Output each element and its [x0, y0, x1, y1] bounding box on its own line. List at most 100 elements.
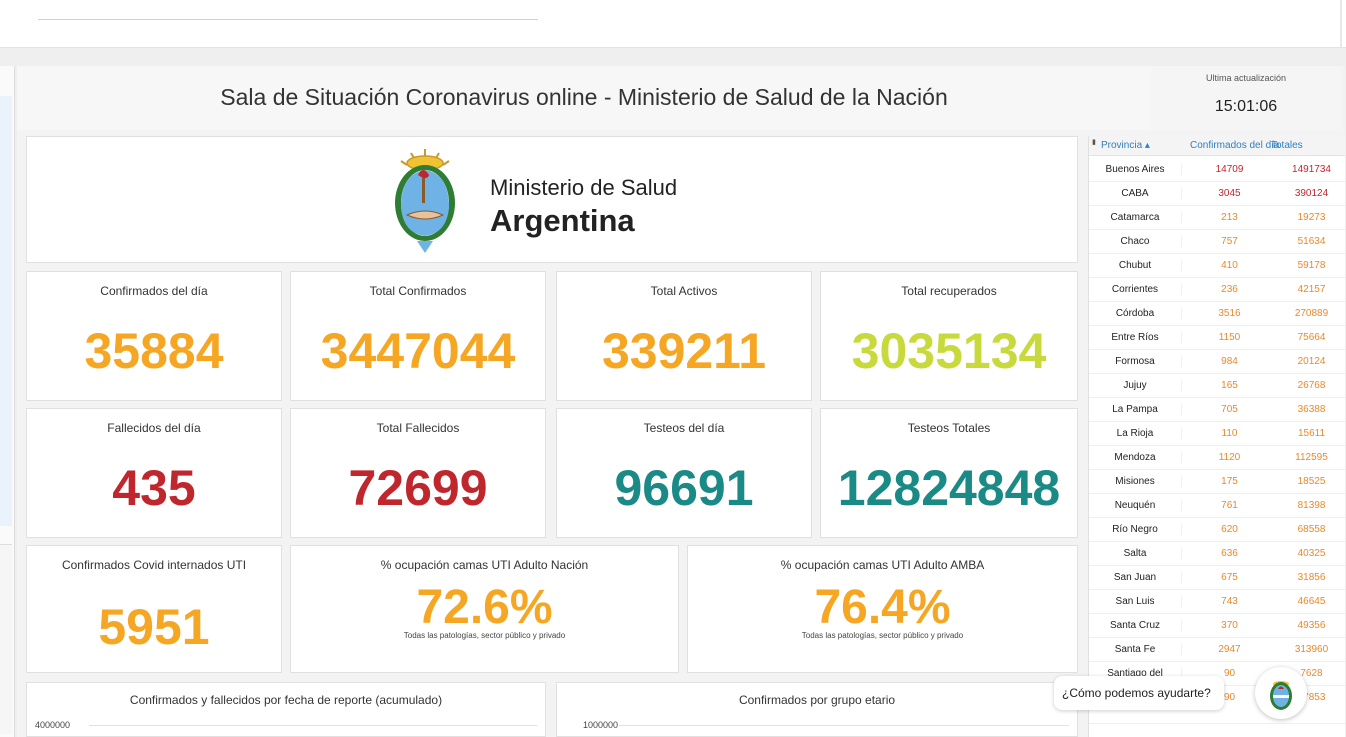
table-row[interactable]: Jujuy 165 26768 [1089, 374, 1345, 398]
cell-province: San Luis [1115, 596, 1155, 607]
top-right-edge [1340, 0, 1342, 48]
cell-total: 15611 [1297, 428, 1326, 439]
kpi-value: 35884 [84, 323, 224, 379]
kpi-icu-occupancy-amba: % ocupación camas UTI Adulto AMBA 76.4% … [687, 545, 1078, 673]
column-header-province[interactable]: Provincia ▴ [1101, 140, 1150, 151]
ministry-logo-card: Ministerio de Salud Argentina [26, 136, 1078, 263]
cell-confirmed-day: 636 [1181, 548, 1277, 559]
table-row[interactable]: Chubut 410 59178 [1089, 254, 1345, 278]
cell-confirmed-day: 14709 [1181, 164, 1277, 175]
table-row[interactable]: Chaco 757 51634 [1089, 230, 1345, 254]
logo-country-text: Argentina [490, 203, 635, 238]
kpi-value: 76.4% [814, 581, 951, 634]
cell-province: Misiones [1115, 476, 1155, 487]
chart-gridline [619, 725, 1069, 726]
cell-total: 49356 [1297, 620, 1326, 631]
table-row[interactable]: San Luis 743 46645 [1089, 590, 1345, 614]
cell-total: 42157 [1297, 284, 1326, 295]
cell-province: Chubut [1118, 260, 1152, 271]
drag-handle-icon[interactable]: ▮ [1092, 139, 1096, 146]
cell-total: 51634 [1297, 236, 1326, 247]
cell-province: CABA [1121, 188, 1149, 199]
cell-total: 112595 [1295, 452, 1328, 463]
cell-confirmed-day: 213 [1181, 212, 1277, 223]
kpi-icu-occupancy-nacion: % ocupación camas UTI Adulto Nación 72.6… [290, 545, 679, 673]
cell-total: 20124 [1297, 356, 1326, 367]
cell-total: 59178 [1297, 260, 1326, 271]
last-update-box: Ultima actualización 15:01:06 [1151, 66, 1341, 130]
cell-confirmed-day: 3045 [1181, 188, 1277, 199]
last-update-label: Ultima actualización [1205, 73, 1287, 83]
table-row[interactable]: Misiones 175 18525 [1089, 470, 1345, 494]
kpi-label: Total recuperados [901, 284, 997, 298]
cell-total: 31856 [1297, 572, 1326, 583]
column-header-totals[interactable]: Totales [1271, 140, 1303, 151]
cell-province: Neuquén [1114, 500, 1156, 511]
cell-confirmed-day: 90 [1181, 668, 1277, 679]
cell-total: 19273 [1297, 212, 1326, 223]
logo-ministry-text: Ministerio de Salud [490, 175, 678, 200]
cell-total: 27853 [1297, 692, 1326, 703]
table-row[interactable]: La Pampa 705 36388 [1089, 398, 1345, 422]
dashboard-header: Sala de Situación Coronavirus online - M… [17, 66, 1151, 130]
cell-confirmed-day: 761 [1181, 500, 1277, 511]
cell-total: 75664 [1297, 332, 1326, 343]
kpi-label: Fallecidos del día [107, 421, 201, 435]
table-row[interactable]: Formosa 984 20124 [1089, 350, 1345, 374]
table-row[interactable]: Corrientes 236 42157 [1089, 278, 1345, 302]
column-header-confirmed-day[interactable]: Confirmados del día [1190, 140, 1280, 151]
cell-total: 270889 [1294, 308, 1329, 319]
cell-total: 40325 [1297, 548, 1326, 559]
kpi-tests-today: Testeos del día 96691 [556, 408, 812, 538]
table-row[interactable]: Santa Cruz 370 49356 [1089, 614, 1345, 638]
cell-total: 313960 [1294, 644, 1329, 655]
cell-total: 390124 [1294, 188, 1329, 199]
national-coat-of-arms-icon [395, 149, 455, 253]
table-row[interactable]: Santa Fe 2947 313960 [1089, 638, 1345, 662]
cell-confirmed-day: 410 [1181, 260, 1277, 271]
cell-province: Corrientes [1111, 284, 1159, 295]
kpi-total-active: Total Activos 339211 [556, 271, 812, 401]
kpi-total-deaths: Total Fallecidos 72699 [290, 408, 546, 538]
table-row[interactable]: Córdoba 3516 270889 [1089, 302, 1345, 326]
table-row[interactable]: La Rioja 110 15611 [1089, 422, 1345, 446]
kpi-label: Total Fallecidos [376, 421, 460, 435]
cell-province: Santiago del [1107, 668, 1163, 679]
cell-confirmed-day: 110 [1181, 428, 1277, 439]
cell-province: Chaco [1120, 236, 1150, 247]
cell-total: 36388 [1297, 404, 1326, 415]
kpi-value: 435 [112, 460, 196, 516]
page-title: Sala de Situación Coronavirus online - M… [220, 84, 948, 110]
chat-prompt-bubble[interactable]: ¿Cómo podemos ayudarte? [1054, 676, 1224, 710]
chart-title: Confirmados por grupo etario [738, 693, 896, 707]
dashboard: Sala de Situación Coronavirus online - M… [17, 66, 1345, 737]
table-row[interactable]: San Juan 675 31856 [1089, 566, 1345, 590]
table-row[interactable]: Río Negro 620 68558 [1089, 518, 1345, 542]
table-row[interactable]: CABA 3045 390124 [1089, 182, 1345, 206]
cell-province: La Rioja [1116, 428, 1154, 439]
kpi-label: Testeos Totales [907, 421, 991, 435]
cell-total: 7628 [1300, 668, 1323, 679]
table-row[interactable]: Salta 636 40325 [1089, 542, 1345, 566]
cell-province: La Pampa [1112, 404, 1158, 415]
table-row[interactable]: Entre Ríos 1150 75664 [1089, 326, 1345, 350]
table-row[interactable]: Buenos Aires 14709 1491734 [1089, 158, 1345, 182]
cell-province: Río Negro [1112, 524, 1158, 535]
cell-province: Jujuy [1123, 380, 1147, 391]
cell-province: Entre Ríos [1111, 332, 1159, 343]
table-row[interactable]: Catamarca 213 19273 [1089, 206, 1345, 230]
kpi-label: Testeos del día [643, 421, 725, 435]
coat-of-arms-chat-icon [1270, 681, 1292, 710]
cell-confirmed-day: 757 [1181, 236, 1277, 247]
table-row[interactable]: Neuquén 761 81398 [1089, 494, 1345, 518]
kpi-value: 5951 [98, 599, 210, 655]
cell-province: Santa Cruz [1109, 620, 1161, 631]
cell-total: 26768 [1297, 380, 1326, 391]
table-row[interactable]: Mendoza 1120 112595 [1089, 446, 1345, 470]
chat-launcher-button[interactable] [1255, 667, 1307, 719]
cell-province: Córdoba [1115, 308, 1155, 319]
kpi-label: Confirmados del día [100, 284, 208, 298]
cell-confirmed-day: 370 [1181, 620, 1277, 631]
cell-total: 68558 [1297, 524, 1326, 535]
kpi-value: 339211 [601, 323, 767, 379]
